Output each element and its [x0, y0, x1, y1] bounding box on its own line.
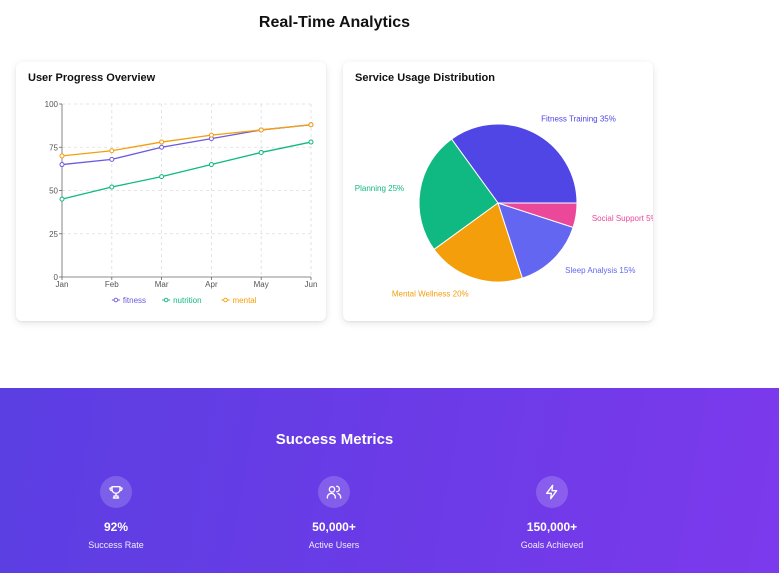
data-point-fitness	[109, 156, 115, 162]
success-metrics-section: Success Metrics 92% Success Rate	[0, 388, 779, 573]
metric-label: Goals Achieved	[520, 540, 584, 550]
user-progress-title: User Progress Overview	[28, 72, 156, 84]
metric-active-users: 50,000+ Active Users	[264, 476, 404, 550]
x-tick-label: Jun	[305, 280, 318, 289]
data-point-mental	[258, 127, 264, 133]
metric-label: Success Rate	[88, 540, 144, 550]
user-progress-card: User Progress Overview 0 25 50 75 100 Jan Feb M…	[16, 62, 326, 321]
data-point-nutrition	[308, 139, 314, 145]
analytics-title: Real-Time Analytics	[258, 14, 411, 31]
users-icon	[318, 476, 350, 508]
y-tick-label: 50	[49, 187, 58, 196]
service-usage-title: Service Usage Distribution	[355, 72, 495, 84]
data-point-nutrition	[208, 162, 214, 168]
lightning-icon	[536, 476, 568, 508]
pie-slice-label: Fitness Training 35%	[541, 114, 616, 123]
y-tick-label: 100	[45, 100, 59, 109]
data-point-nutrition	[159, 174, 165, 180]
metric-value: 150,000+	[526, 520, 578, 534]
data-point-mental	[159, 139, 165, 145]
pie-slice	[452, 124, 577, 203]
service-usage-pie-chart: Fitness Training 35%Nutrition Planning 2…	[343, 62, 653, 321]
data-point-mental	[59, 153, 65, 159]
x-tick-label: Feb	[105, 280, 119, 289]
metric-value: 50,000+	[312, 520, 356, 534]
pie-slice-label: Mental Wellness 20%	[392, 289, 469, 298]
x-tick-label: Apr	[205, 280, 218, 289]
y-tick-label: 75	[49, 143, 58, 152]
metric-value: 92%	[103, 520, 129, 534]
series-line-fitness	[61, 124, 312, 166]
series-line-mental	[61, 124, 312, 157]
data-point-nutrition	[59, 196, 65, 202]
x-tick-label: May	[254, 280, 269, 289]
metric-goals-achieved: 150,000+ Goals Achieved	[482, 476, 622, 550]
pie-slice-label: Sleep Analysis 15%	[565, 266, 635, 275]
metric-success-rate: 92% Success Rate	[46, 476, 186, 550]
pie-slice	[434, 203, 522, 282]
y-tick-label: 0	[54, 273, 59, 282]
y-tick-label: 25	[49, 230, 58, 239]
success-metrics-title: Success Metrics	[275, 431, 394, 448]
pie-slice	[498, 203, 577, 227]
x-tick-label: Jan	[56, 280, 69, 289]
data-point-mental	[109, 148, 115, 154]
pie-slice-label: Social Support 5%	[592, 214, 658, 223]
metric-label: Active Users	[308, 540, 360, 550]
series-line-nutrition	[61, 141, 312, 200]
data-point-nutrition	[109, 184, 115, 190]
legend-label-mental: mental	[233, 296, 257, 305]
data-point-mental	[208, 132, 214, 138]
pie-slice	[419, 139, 498, 249]
data-point-nutrition	[258, 149, 264, 155]
x-tick-label: Mar	[155, 280, 169, 289]
data-point-fitness	[159, 144, 165, 150]
legend-label-nutrition: nutrition	[173, 296, 201, 305]
pie-slice-label: Nutrition Planning 25%	[323, 184, 404, 193]
legend-label-fitness: fitness	[123, 296, 146, 305]
legend-marker-dot	[163, 297, 169, 303]
legend-marker-dot	[223, 297, 228, 303]
service-usage-card: Service Usage Distribution Fitness Train…	[343, 62, 653, 321]
legend-marker-dot	[113, 297, 119, 303]
data-point-fitness	[59, 162, 65, 168]
trophy-icon	[100, 476, 132, 508]
data-point-mental	[308, 122, 314, 128]
user-progress-chart: 0 25 50 75 100 Jan Feb Mar Apr May Jun fitness nutri…	[45, 100, 318, 305]
